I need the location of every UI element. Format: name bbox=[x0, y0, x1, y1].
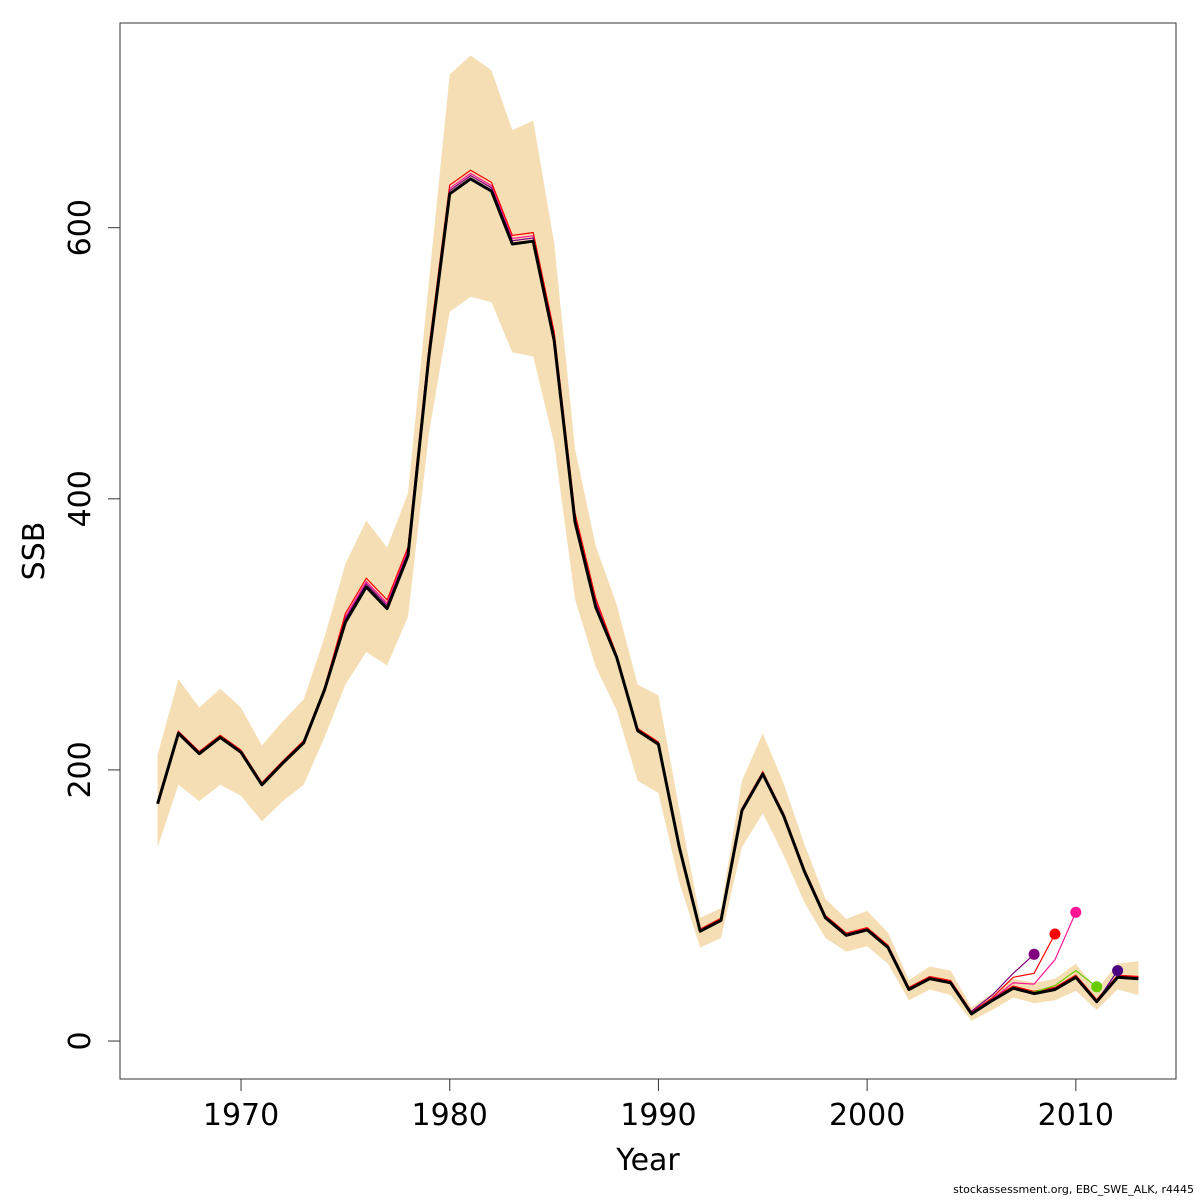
x-tick-label: 1970 bbox=[203, 1098, 279, 1133]
y-axis-title: SSB bbox=[17, 522, 52, 581]
retro-endpoint-marker bbox=[1112, 965, 1124, 977]
x-axis-title: Year bbox=[615, 1143, 680, 1178]
retro-run-line bbox=[971, 933, 1056, 1014]
retro-overlay-line bbox=[157, 172, 1139, 1014]
footer-credit: stockassessment.org, EBC_SWE_ALK, r4445 bbox=[953, 1183, 1194, 1196]
retro-overlay-line bbox=[157, 174, 1139, 1014]
x-tick-label: 2010 bbox=[1038, 1098, 1114, 1133]
plot-frame bbox=[119, 22, 1177, 1080]
y-tick-label: 600 bbox=[63, 199, 98, 256]
retro-endpoint-marker bbox=[1091, 981, 1103, 993]
retro-endpoint-marker bbox=[1028, 948, 1040, 960]
retro-endpoint-marker bbox=[1070, 906, 1082, 918]
y-tick-label: 200 bbox=[63, 741, 98, 798]
y-tick-label: 0 bbox=[63, 1031, 98, 1050]
y-axis: 0 200 400 600 bbox=[63, 199, 120, 1051]
ssb-line bbox=[156, 177, 1139, 1016]
x-axis: 1970 1980 1990 2000 2010 bbox=[203, 1079, 1114, 1133]
plot-area bbox=[156, 55, 1139, 1021]
y-tick-label: 400 bbox=[63, 470, 98, 527]
x-tick-label: 1990 bbox=[620, 1098, 696, 1133]
retro-overlay-line bbox=[157, 169, 1139, 1013]
retro-endpoint-marker bbox=[1049, 928, 1061, 940]
x-tick-label: 2000 bbox=[829, 1098, 905, 1133]
retro-run-line bbox=[971, 953, 1035, 1012]
x-tick-label: 1980 bbox=[412, 1098, 488, 1133]
confidence-band bbox=[157, 55, 1139, 1021]
